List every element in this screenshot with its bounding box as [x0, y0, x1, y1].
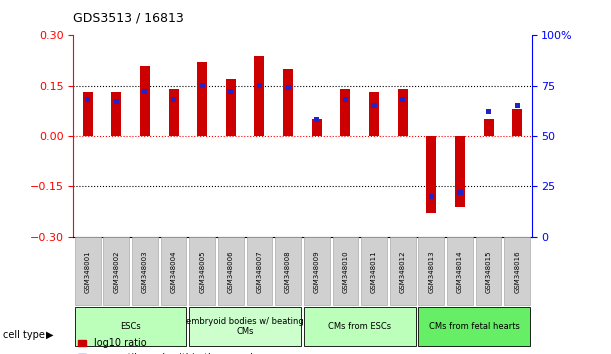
Text: GSM348003: GSM348003	[142, 250, 148, 293]
Bar	[514, 103, 520, 108]
Text: GSM348004: GSM348004	[170, 250, 177, 293]
Bar	[82, 92, 93, 136]
FancyBboxPatch shape	[419, 307, 530, 346]
FancyBboxPatch shape	[390, 238, 415, 305]
Text: GSM348014: GSM348014	[457, 250, 463, 293]
Text: CMs from fetal hearts: CMs from fetal hearts	[429, 322, 520, 331]
FancyBboxPatch shape	[447, 238, 473, 305]
FancyBboxPatch shape	[161, 238, 186, 305]
Text: GSM348009: GSM348009	[314, 250, 320, 293]
FancyBboxPatch shape	[132, 238, 158, 305]
Text: GSM348005: GSM348005	[199, 250, 205, 293]
Bar	[169, 89, 178, 136]
Text: GDS3513 / 16813: GDS3513 / 16813	[73, 12, 184, 25]
FancyBboxPatch shape	[304, 307, 415, 346]
Bar	[200, 83, 205, 88]
Bar	[429, 194, 434, 199]
Bar	[483, 119, 494, 136]
Text: GSM348002: GSM348002	[113, 250, 119, 293]
Bar	[283, 69, 293, 136]
Bar	[312, 119, 322, 136]
Bar	[114, 99, 119, 104]
FancyBboxPatch shape	[476, 238, 502, 305]
FancyBboxPatch shape	[332, 238, 358, 305]
Bar	[369, 92, 379, 136]
Text: GSM348011: GSM348011	[371, 250, 377, 293]
Text: GSM348015: GSM348015	[486, 250, 492, 293]
Bar	[197, 62, 207, 136]
Bar	[512, 109, 522, 136]
FancyBboxPatch shape	[75, 238, 101, 305]
FancyBboxPatch shape	[75, 307, 186, 346]
Text: GSM348013: GSM348013	[428, 250, 434, 293]
FancyBboxPatch shape	[361, 238, 387, 305]
Text: ▶: ▶	[46, 330, 53, 339]
Text: GSM348012: GSM348012	[400, 250, 406, 293]
Bar	[314, 118, 320, 122]
Text: ESCs: ESCs	[120, 322, 141, 331]
Text: GSM348006: GSM348006	[228, 250, 234, 293]
Text: CMs from ESCs: CMs from ESCs	[328, 322, 391, 331]
Bar	[229, 89, 233, 94]
Bar	[171, 97, 176, 102]
Bar	[285, 85, 291, 90]
Bar	[340, 89, 351, 136]
Bar	[257, 83, 262, 88]
Text: embryoid bodies w/ beating
CMs: embryoid bodies w/ beating CMs	[186, 317, 304, 336]
Legend: log10 ratio, percentile rank within the sample: log10 ratio, percentile rank within the …	[78, 338, 258, 354]
FancyBboxPatch shape	[189, 307, 301, 346]
FancyBboxPatch shape	[304, 238, 330, 305]
FancyBboxPatch shape	[504, 238, 530, 305]
FancyBboxPatch shape	[103, 238, 129, 305]
Bar	[398, 89, 408, 136]
Text: GSM348007: GSM348007	[257, 250, 263, 293]
FancyBboxPatch shape	[189, 238, 215, 305]
FancyBboxPatch shape	[419, 238, 444, 305]
Bar	[226, 79, 236, 136]
FancyBboxPatch shape	[247, 238, 273, 305]
Bar	[426, 136, 436, 213]
Bar	[85, 97, 90, 102]
Text: GSM348016: GSM348016	[514, 250, 520, 293]
Bar	[400, 97, 405, 102]
Bar	[140, 65, 150, 136]
Text: cell type: cell type	[3, 330, 45, 339]
Bar	[111, 92, 122, 136]
Bar	[371, 103, 376, 108]
Bar	[486, 109, 491, 114]
FancyBboxPatch shape	[218, 238, 244, 305]
Bar	[455, 136, 465, 207]
Bar	[142, 89, 147, 94]
Text: GSM348001: GSM348001	[85, 250, 90, 293]
Bar	[343, 97, 348, 102]
Bar	[254, 56, 265, 136]
Text: GSM348010: GSM348010	[342, 250, 348, 293]
Bar	[458, 190, 463, 195]
FancyBboxPatch shape	[275, 238, 301, 305]
Text: GSM348008: GSM348008	[285, 250, 291, 293]
